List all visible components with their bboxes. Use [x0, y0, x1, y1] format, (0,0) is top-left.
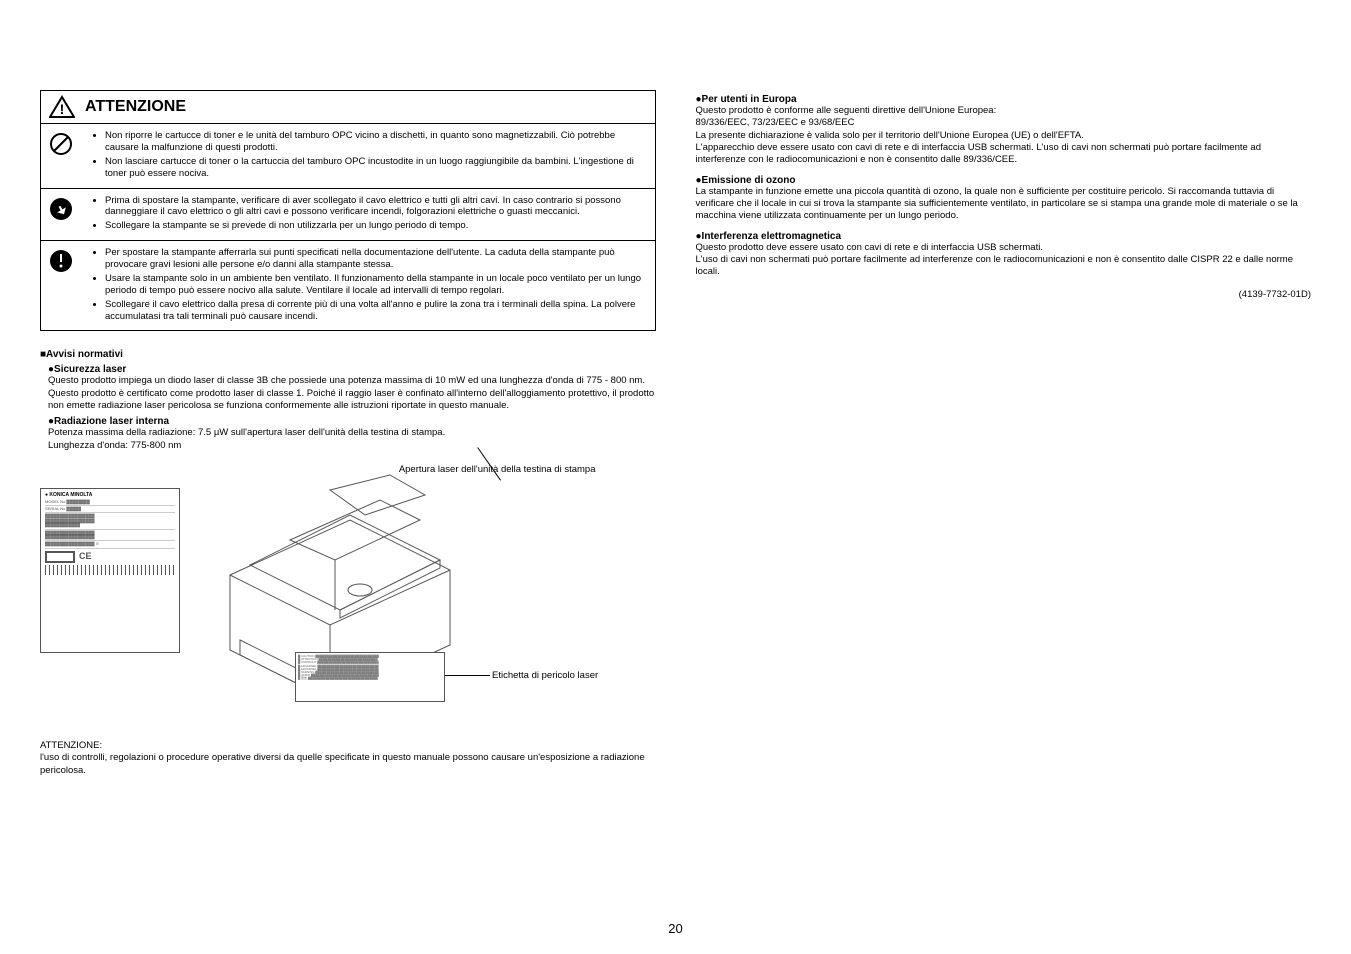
page-root: ! ATTENZIONE Non riporre le cartucce di …	[0, 0, 1351, 807]
warning-triangle-icon: !	[49, 95, 75, 119]
warn-bullets-1: Prima di spostare la stampante, verifica…	[87, 195, 645, 235]
hazard-callout-text: Etichetta di pericolo laser	[492, 670, 598, 681]
right-column: ●Per utenti in Europa Questo prodotto è …	[696, 90, 1312, 777]
warn-bullet: Usare la stampante solo in un ambiente b…	[105, 273, 645, 297]
attenzione-box: ! ATTENZIONE Non riporre le cartucce di …	[40, 90, 656, 331]
laser-safety-body1: Questo prodotto impiega un diodo laser d…	[48, 375, 656, 387]
warn-section-mandatory: Per spostare la stampante afferrarla sui…	[41, 241, 655, 330]
attenzione-header: ! ATTENZIONE	[41, 91, 655, 124]
bottom-note-title: ATTENZIONE:	[40, 740, 656, 752]
svg-text:!: !	[60, 101, 65, 117]
laser-hazard-label: ▓ CAUTION ▓▓▓▓▓▓▓▓▓▓▓▓▓▓▓▓▓▓▓▓▓▓▓▓▓▓▓▓▓ …	[295, 652, 445, 702]
mandatory-icon	[47, 247, 75, 324]
eu-line1: Questo prodotto è conforme alle seguenti…	[696, 105, 1312, 117]
bottom-attenzione-note: ATTENZIONE: l'uso di controlli, regolazi…	[40, 740, 656, 777]
bottom-note-body: l'uso di controlli, regolazioni o proced…	[40, 752, 656, 777]
laser-safety-body2: Questo prodotto è certificato come prodo…	[48, 388, 656, 413]
internal-rad-title: ●Radiazione laser interna	[48, 416, 656, 427]
emi-line1: Questo prodotto deve essere usato con ca…	[696, 242, 1312, 254]
ozone-title: ●Emissione di ozono	[696, 175, 1312, 186]
warn-section-prohibit: Non riporre le cartucce di toner e le un…	[41, 124, 655, 189]
eu-users-title: ●Per utenti in Europa	[696, 94, 1312, 105]
warn-bullet: Per spostare la stampante afferrarla sui…	[105, 247, 645, 271]
compliance-label-card: ● KONICA MINOLTA MODEL No ▓▓▓▓▓▓▓▓ SERIA…	[40, 488, 180, 653]
warn-bullet: Prima di spostare la stampante, verifica…	[105, 195, 645, 219]
hazard-leader-line	[445, 675, 490, 676]
laser-safety-section: ●Sicurezza laser Questo prodotto impiega…	[40, 364, 656, 452]
eu-line4: L'apparecchio deve essere usato con cavi…	[696, 142, 1312, 167]
emi-title: ●Interferenza elettromagnetica	[696, 231, 1312, 242]
illustration-area: Apertura laser dell'unità della testina …	[40, 470, 656, 730]
left-column: ! ATTENZIONE Non riporre le cartucce di …	[40, 90, 656, 777]
warn-bullet: Scollegare la stampante se si prevede di…	[105, 220, 645, 232]
emi-line2: L'uso di cavi non schermati può portare …	[696, 254, 1312, 279]
page-number: 20	[0, 921, 1351, 936]
warn-bullets-0: Non riporre le cartucce di toner e le un…	[87, 130, 645, 182]
document-code: (4139-7732-01D)	[696, 289, 1312, 300]
warn-bullet: Non lasciare cartucce di toner o la cart…	[105, 156, 645, 180]
prohibit-icon	[47, 130, 75, 182]
unplug-icon	[47, 195, 75, 235]
warn-section-unplug: Prima di spostare la stampante, verifica…	[41, 189, 655, 242]
internal-rad-line1: Potenza massima della radiazione: 7.5 µW…	[48, 427, 656, 439]
ozone-body: La stampante in funzione emette una picc…	[696, 186, 1312, 223]
warn-bullet: Non riporre le cartucce di toner e le un…	[105, 130, 645, 154]
warn-bullets-2: Per spostare la stampante afferrarla sui…	[87, 247, 645, 324]
attenzione-title: ATTENZIONE	[85, 98, 186, 116]
eu-line3: La presente dichiarazione è valida solo …	[696, 130, 1312, 142]
warn-bullet: Scollegare il cavo elettrico dalla presa…	[105, 299, 645, 323]
eu-line2: 89/336/EEC, 73/23/EEC e 93/68/EEC	[696, 117, 1312, 129]
laser-safety-title: ●Sicurezza laser	[48, 364, 656, 375]
notices-title: ■Avvisi normativi	[40, 349, 656, 360]
internal-rad-line2: Lunghezza d'onda: 775-800 nm	[48, 440, 656, 452]
